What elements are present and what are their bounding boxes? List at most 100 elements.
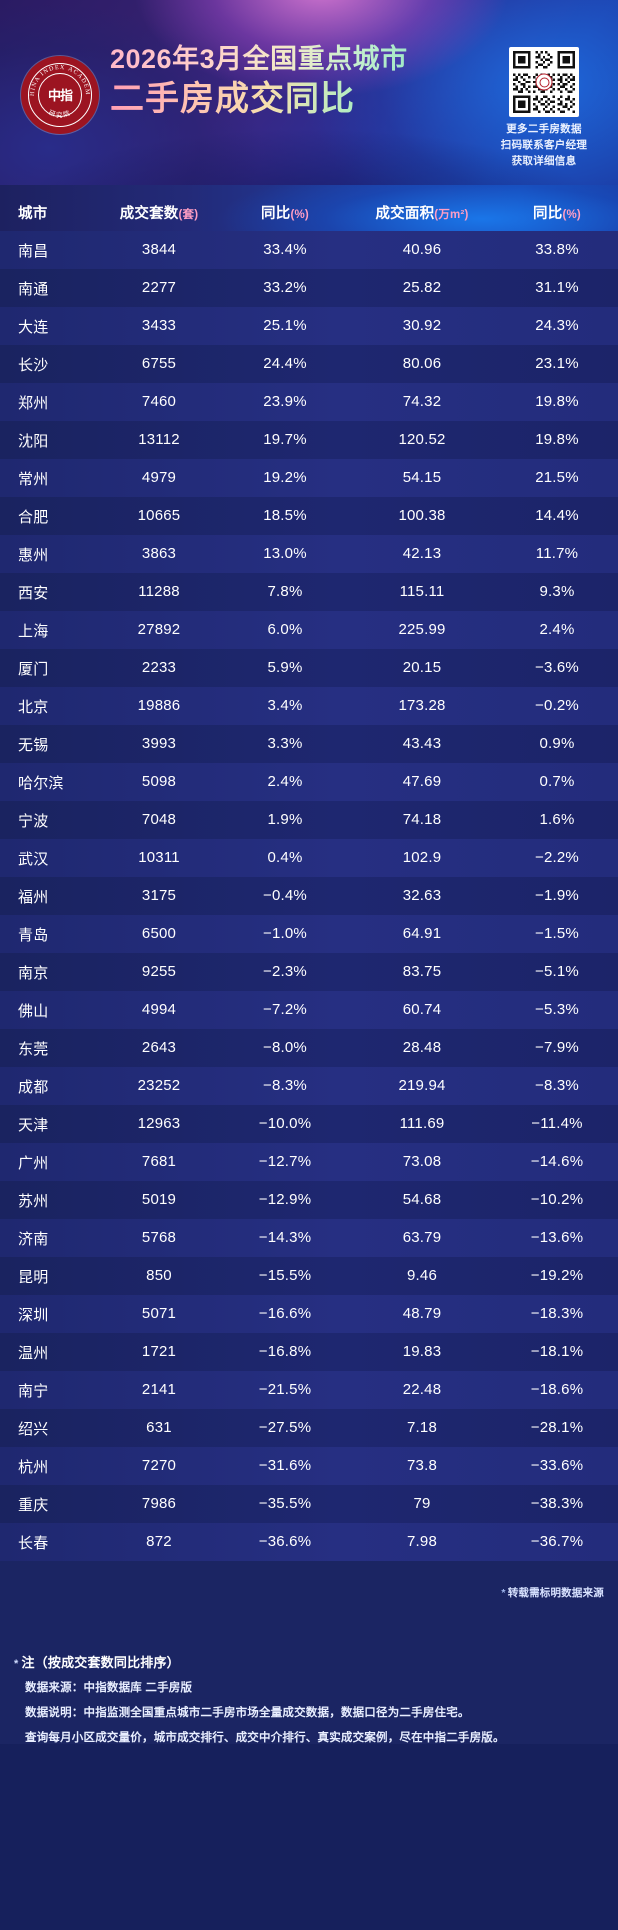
table-row: 上海 27892 6.0% 225.99 2.4% [0,611,618,649]
cell-area-yoy: 31.1% [535,279,579,296]
table-row: 青岛 6500 −1.0% 64.91 −1.5% [0,915,618,953]
reprint-text: 转载需标明数据来源 [507,1587,604,1599]
cell-city: 南京 [18,964,49,982]
cell-area-yoy: −28.1% [530,1419,584,1436]
cell-city: 青岛 [18,926,49,944]
qr-caption-line-3: 获取详细信息 [511,154,577,167]
table-row: 昆明 850 −15.5% 9.46 −19.2% [0,1257,618,1295]
cell-area-yoy: −8.3% [535,1077,579,1094]
cell-deals-yoy: −1.0% [263,925,307,942]
cell-city: 惠州 [18,546,49,564]
cell-deals: 6500 [141,925,177,942]
cell-deals: 4979 [141,469,177,486]
cell-area-yoy: 23.1% [535,355,579,372]
cell-deals: 10311 [138,849,180,866]
cell-deals-yoy: −16.8% [258,1343,312,1360]
cell-city: 天津 [18,1116,49,1134]
qr-caption-line-1: 更多二手房数据 [506,123,582,135]
cell-city: 宁波 [18,812,49,830]
cell-city: 成都 [18,1078,49,1096]
cell-area-yoy: −3.6% [535,659,579,676]
cell-city: 哈尔滨 [18,774,64,792]
table-row: 惠州 3863 13.0% 42.13 11.7% [0,535,618,573]
column-header-area-yoy: 同比(%) [533,206,581,222]
cell-city: 东莞 [18,1040,49,1058]
cell-city: 西安 [18,584,49,602]
cell-area-yoy: −18.1% [530,1343,584,1360]
note-line: 数据说明：中指监测全国重点城市二手房市场全量成交数据，数据口径为二手房住宅。 [25,1707,470,1720]
cell-area: 111.69 [399,1115,445,1132]
table-row: 温州 1721 −16.8% 19.83 −18.1% [0,1333,618,1371]
cell-deals-yoy: −31.6% [258,1457,312,1474]
cell-city: 福州 [18,888,49,906]
table-row: 福州 3175 −0.4% 32.63 −1.9% [0,877,618,915]
table-body: 南昌 3844 33.4% 40.96 33.8% 南通 2277 33.2% 25.82 31.… [0,231,618,1561]
cell-deals: 3863 [141,545,177,562]
qr-block: 更多二手房数据 扫码联系客户经理 获取详细信息 [486,47,602,169]
qr-caption: 更多二手房数据 扫码联系客户经理 获取详细信息 [486,122,602,169]
cell-city: 武汉 [18,850,49,868]
column-header-city: 城市 [18,206,48,222]
svg-text:CHINA INDEX ACADEMY: CHINA INDEX ACADEMY [28,63,91,96]
cell-city: 南昌 [18,242,49,260]
cell-deals-yoy: 25.1% [263,317,307,334]
qr-center-logo-icon [535,73,553,91]
cell-area: 7.98 [407,1533,437,1550]
cell-area: 32.63 [402,887,442,904]
cell-deals-yoy: −35.5% [258,1495,312,1512]
cell-deals: 2643 [141,1039,177,1056]
china-index-academy-logo: CHINA INDEX ACADEMY 研究院 中指 [21,56,99,134]
cell-deals: 7270 [141,1457,177,1474]
cell-deals: 3844 [141,241,177,258]
cell-deals: 1721 [141,1343,177,1360]
cell-city: 南宁 [18,1382,49,1400]
table-row: 无锡 3993 3.3% 43.43 0.9% [0,725,618,763]
cell-deals: 3175 [141,887,177,904]
table-row: 南通 2277 33.2% 25.82 31.1% [0,269,618,307]
cell-area: 28.48 [402,1039,442,1056]
cell-deals: 631 [146,1419,172,1436]
logo-arc-text: CHINA INDEX ACADEMY 研究院 [28,63,92,127]
cell-city: 上海 [18,622,49,640]
cell-city: 广州 [18,1154,49,1172]
cell-area: 43.43 [402,735,442,752]
cell-deals: 2233 [141,659,177,676]
cell-deals-yoy: 5.9% [267,659,303,676]
cell-city: 大连 [18,318,49,336]
cell-deals-yoy: −14.3% [258,1229,312,1246]
note-title: * 注（按成交套数同比排序） [14,1652,618,1671]
cell-deals-yoy: 6.0% [267,621,303,638]
table-row: 宁波 7048 1.9% 74.18 1.6% [0,801,618,839]
cell-deals: 23252 [137,1077,181,1094]
cell-area-yoy: −1.9% [535,887,579,904]
cell-deals: 7460 [141,393,177,410]
cell-area-yoy: −11.4% [531,1115,583,1132]
notes-block: * 注（按成交套数同比排序） 数据来源：中指数据库 二手房版 数据说明：中指监测全国… [0,1600,618,1744]
cell-area-yoy: −10.2% [530,1191,584,1208]
cell-deals-yoy: 3.4% [267,697,303,714]
cell-deals: 5071 [141,1305,177,1322]
cell-area-yoy: −5.3% [535,1001,579,1018]
qr-code[interactable] [509,47,579,117]
table-row: 成都 23252 −8.3% 219.94 −8.3% [0,1067,618,1105]
table-row: 东莞 2643 −8.0% 28.48 −7.9% [0,1029,618,1067]
banner-titles: 2026年3月全国重点城市 二手房成交同比 [110,44,410,119]
cell-area: 7.18 [407,1419,437,1436]
reprint-notice: * 转载需标明数据来源 [0,1563,618,1600]
cell-deals: 10665 [137,507,181,524]
cell-deals-yoy: 19.2% [263,469,307,486]
cell-city: 合肥 [18,508,49,526]
cell-deals-yoy: −0.4% [263,887,307,904]
cell-area: 9.46 [407,1267,437,1284]
cell-area-yoy: −2.2% [535,849,579,866]
cell-area: 173.28 [398,697,446,714]
cell-deals-yoy: −12.7% [258,1153,312,1170]
cell-deals-yoy: −36.6% [258,1533,312,1550]
table-header-row: 城市 成交套数(套) 同比(%) 成交面积(万m²) 同比(%) [0,185,618,231]
cell-deals-yoy: 18.5% [263,507,307,524]
logo-arc-top-text: CHINA INDEX ACADEMY [28,63,90,96]
cell-area: 64.91 [402,925,442,942]
cell-area: 25.82 [402,279,442,296]
cell-deals: 7986 [141,1495,177,1512]
cell-area-yoy: −0.2% [535,697,579,714]
